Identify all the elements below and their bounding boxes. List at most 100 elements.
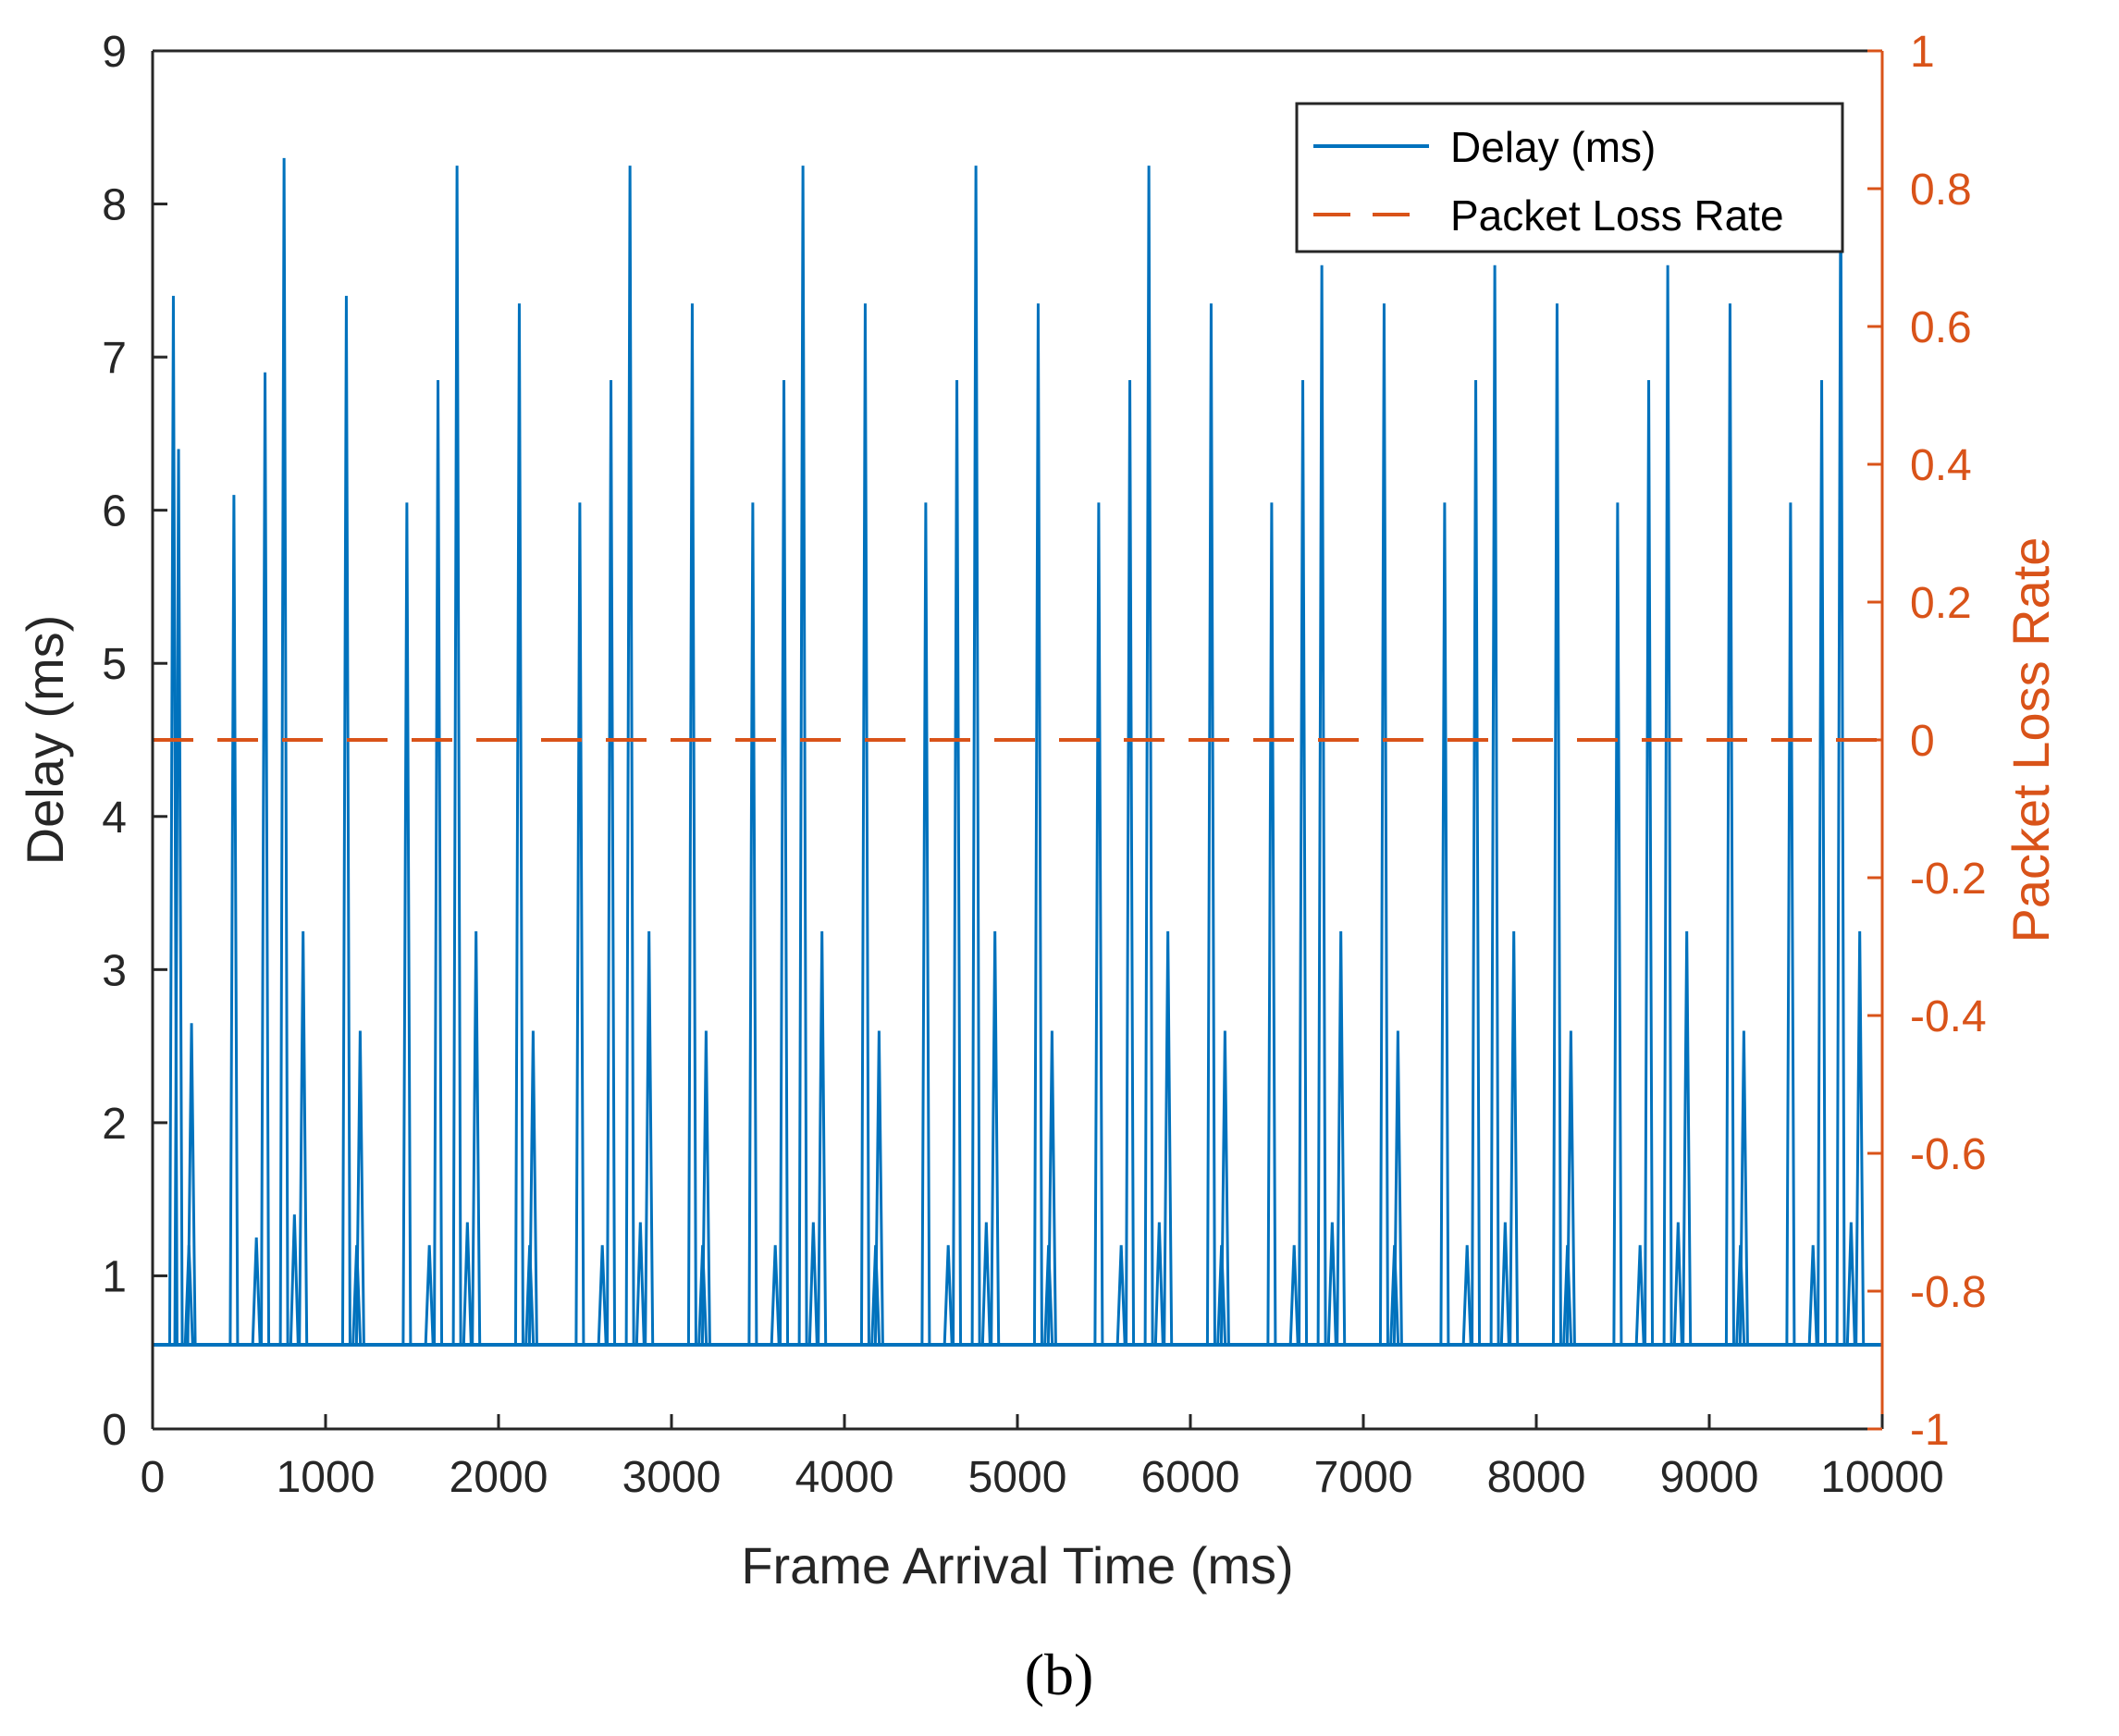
delay-spike: [278, 157, 290, 1345]
x-tick-label: 10000: [1820, 1453, 1943, 1502]
delay-spike: [920, 502, 931, 1345]
x-tick-label: 9000: [1660, 1453, 1759, 1502]
delay-spike: [1115, 1245, 1127, 1346]
delay-spike: [970, 166, 981, 1345]
y-right-tick-label: 0.8: [1910, 166, 1972, 215]
delay-spike: [1378, 303, 1389, 1345]
delay-spike: [340, 295, 351, 1345]
delay-spike: [1316, 265, 1327, 1345]
delay-spike: [952, 379, 963, 1345]
delay-spike: [747, 502, 758, 1345]
delay-spike: [173, 449, 184, 1345]
delay-spike: [1509, 930, 1520, 1345]
delay-spike: [1672, 1222, 1683, 1345]
y-left-tick-label: 4: [102, 794, 127, 843]
y-left-tick-label: 8: [102, 181, 127, 230]
delay-spike: [700, 1030, 711, 1345]
y-right-tick-label: -0.6: [1910, 1130, 1987, 1179]
y-left-axis-title: Delay (ms): [16, 615, 74, 866]
delay-spike: [251, 1237, 262, 1345]
delay-spike: [990, 930, 1001, 1345]
x-tick-label: 3000: [622, 1453, 721, 1502]
delay-spike: [606, 379, 617, 1345]
delay-spike: [1093, 502, 1104, 1345]
x-tick-label: 1000: [277, 1453, 376, 1502]
y-left-tick-label: 5: [102, 640, 127, 689]
delay-spike: [1326, 1222, 1337, 1345]
delay-spike: [1565, 1030, 1576, 1345]
delay-spike: [644, 930, 655, 1345]
legend-delay-label: Delay (ms): [1450, 123, 1656, 171]
delay-spike: [186, 1023, 197, 1345]
x-tick-label: 2000: [450, 1453, 548, 1502]
delay-spike: [1153, 1222, 1164, 1345]
delay-spike: [1662, 265, 1673, 1345]
y-right-tick-label: 1: [1910, 28, 1935, 77]
delay-spike: [471, 930, 482, 1345]
x-tick-label: 0: [141, 1453, 166, 1502]
delay-spike: [298, 930, 309, 1345]
y-left-tick-label: 7: [102, 334, 127, 383]
delay-spike: [1738, 1030, 1749, 1345]
delay-spike: [980, 1222, 992, 1345]
delay-spike: [1205, 303, 1216, 1345]
delay-spike: [1219, 1030, 1230, 1345]
delay-spike: [1046, 1030, 1057, 1345]
delay-spike: [260, 372, 271, 1345]
delay-spike: [797, 166, 808, 1345]
delay-spike: [451, 166, 462, 1345]
delay-spike: [817, 930, 828, 1345]
y-right-tick-label: 0: [1910, 717, 1935, 766]
y-right-tick-label: -0.8: [1910, 1268, 1987, 1317]
y-left-tick-label: 1: [102, 1252, 127, 1301]
delay-spike: [354, 1030, 365, 1345]
delay-spike: [1682, 930, 1693, 1345]
delay-spike: [433, 379, 444, 1345]
x-axis-title: Frame Arrival Time (ms): [741, 1536, 1293, 1594]
delay-spike: [1489, 265, 1500, 1345]
delay-spike: [1298, 379, 1309, 1345]
delay-spike: [424, 1245, 435, 1346]
delay-spike: [1471, 379, 1482, 1345]
delay-spike: [597, 1245, 608, 1346]
y-left-tick-label: 0: [102, 1406, 127, 1455]
x-tick-label: 6000: [1141, 1453, 1240, 1502]
x-tick-label: 8000: [1487, 1453, 1586, 1502]
delay-spike: [942, 1245, 954, 1346]
y-right-ticks: -1 -0.8 -0.6 -0.4 -0.2 0 0.2 0.4 0.6 0.8 1: [1867, 28, 1987, 1455]
delay-spike: [1724, 303, 1735, 1345]
x-tick-label: 7000: [1314, 1453, 1413, 1502]
delay-spike: [1807, 1245, 1818, 1346]
delay-spike: [634, 1222, 646, 1345]
delay-spike: [1143, 166, 1154, 1345]
y-right-tick-label: 0.6: [1910, 303, 1972, 352]
legend-loss-label: Packet Loss Rate: [1450, 191, 1784, 240]
x-tick-label: 5000: [968, 1453, 1067, 1502]
delay-spike: [770, 1245, 781, 1346]
delay-spike: [1551, 303, 1562, 1345]
delay-spike: [1817, 379, 1828, 1345]
y-right-tick-label: -1: [1910, 1406, 1950, 1455]
delay-spike: [624, 166, 635, 1345]
delay-spike: [873, 1030, 884, 1345]
delay-spike: [462, 1222, 473, 1345]
delay-spike: [1499, 1222, 1510, 1345]
x-tick-label: 4000: [795, 1453, 894, 1502]
y-right-tick-label: -0.4: [1910, 992, 1987, 1041]
delay-spike: [1461, 1245, 1472, 1346]
y-left-tick-label: 6: [102, 487, 127, 536]
delay-spike: [1644, 379, 1655, 1345]
y-right-axis-title: Packet Loss Rate: [2002, 537, 2060, 943]
delay-spike: [1032, 303, 1043, 1345]
y-left-tick-label: 3: [102, 946, 127, 995]
y-right-tick-label: -0.2: [1910, 855, 1987, 904]
delay-spike: [1845, 1222, 1856, 1345]
delay-spike: [1288, 1245, 1300, 1346]
delay-spike: [1266, 502, 1277, 1345]
delay-spike: [859, 303, 870, 1345]
y-left-ticks: 0 1 2 3 4 5 6 7 8 9: [102, 28, 167, 1455]
delay-spike: [1163, 930, 1174, 1345]
delay-spike: [228, 495, 240, 1345]
delay-spike: [401, 502, 413, 1345]
